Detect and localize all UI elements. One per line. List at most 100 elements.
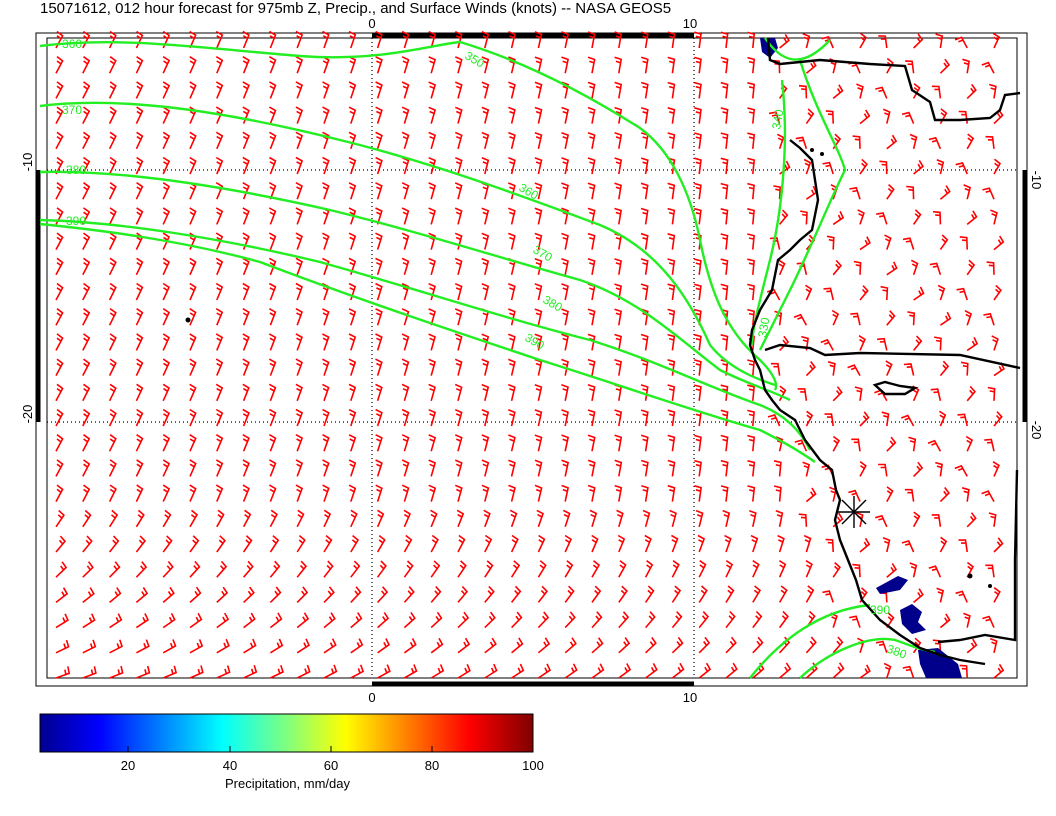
wind-barb	[109, 561, 121, 578]
wind-barb	[561, 308, 569, 326]
wind-barb	[55, 257, 64, 276]
wind-barb	[189, 535, 200, 553]
wind-barb	[508, 308, 516, 326]
wind-barb	[215, 182, 224, 200]
contour-label: 350	[463, 48, 488, 70]
wind-barb	[878, 463, 888, 477]
wind-barb	[269, 484, 277, 502]
wind-barb	[747, 56, 756, 74]
wind-barb	[564, 585, 575, 603]
wind-barb	[295, 30, 304, 49]
wind-barb	[587, 56, 596, 74]
wind-barb	[640, 283, 649, 301]
wind-barb	[82, 207, 91, 225]
wind-barb	[403, 638, 417, 654]
wind-barb	[591, 534, 599, 553]
wind-barb	[484, 663, 498, 679]
wind-barb	[992, 461, 1000, 477]
wind-barb	[322, 182, 330, 200]
wind-barb	[375, 358, 383, 376]
wind-barb	[55, 613, 69, 629]
wind-barb	[964, 309, 973, 326]
wind-barb	[481, 358, 490, 376]
wind-barb	[587, 81, 596, 99]
wind-barb	[778, 610, 789, 629]
wind-barb	[884, 234, 892, 250]
wind-barb	[963, 184, 972, 200]
wind-barb	[798, 513, 808, 527]
wind-barb	[982, 187, 995, 200]
wind-barb	[912, 511, 921, 528]
wind-barb	[348, 408, 357, 427]
wind-barb	[108, 308, 117, 326]
wind-barb	[454, 232, 463, 250]
wind-barb	[215, 282, 224, 301]
wind-barb	[534, 232, 543, 250]
wind-barb	[912, 209, 922, 225]
wind-barb	[162, 612, 176, 629]
wind-barb	[901, 540, 915, 553]
wind-barb	[752, 560, 760, 578]
wind-barb	[322, 383, 330, 402]
wind-barb	[375, 156, 383, 175]
wind-barb	[671, 611, 683, 629]
wind-barb	[587, 258, 596, 275]
wind-barb	[269, 509, 278, 528]
coastlines-borders	[748, 37, 1021, 666]
wind-barb	[667, 258, 676, 275]
wind-barb	[454, 434, 463, 452]
wind-barb	[640, 81, 649, 99]
wind-barb	[484, 637, 497, 654]
wind-barb	[484, 611, 496, 629]
wind-barb	[55, 106, 64, 124]
wind-barb	[82, 639, 97, 654]
wind-barb	[454, 383, 463, 402]
wind-barb	[939, 108, 948, 124]
wind-barb	[269, 638, 284, 654]
wind-barb	[747, 82, 756, 99]
wind-barb	[614, 182, 623, 200]
wind-barb	[561, 131, 570, 149]
wind-barb	[508, 207, 516, 225]
wind-barb	[242, 408, 250, 427]
wind-barb	[108, 408, 117, 427]
wind-barb	[644, 585, 655, 603]
wind-barb	[880, 285, 889, 301]
wind-barb	[981, 490, 995, 502]
wind-barb	[832, 84, 844, 100]
wind-barb	[322, 30, 330, 49]
wind-barb	[189, 408, 197, 427]
wind-barb	[55, 308, 64, 326]
wind-barb	[939, 613, 951, 629]
wind-barb	[667, 182, 676, 200]
wind-barb	[242, 434, 250, 452]
wind-barb	[564, 534, 573, 553]
contour-330	[758, 59, 847, 351]
wind-barb	[82, 459, 91, 477]
wind-barb	[698, 611, 710, 629]
wind-barb	[534, 31, 543, 49]
wind-barb	[375, 308, 383, 326]
wind-barb	[348, 106, 357, 124]
wind-barb	[667, 233, 676, 250]
wind-barb	[561, 31, 570, 49]
map-inner-frame	[46, 37, 1018, 679]
wind-barb	[269, 434, 277, 452]
wind-barb	[401, 434, 410, 452]
wind-barb	[773, 485, 782, 502]
wind-barb	[698, 662, 712, 679]
lon-tick-label-bottom: 0	[368, 690, 375, 705]
wind-barb	[725, 610, 736, 629]
wind-barb	[667, 308, 676, 326]
wind-barb	[430, 585, 442, 603]
wind-barb	[55, 232, 64, 250]
wind-barb	[135, 30, 144, 49]
wind-barb	[135, 561, 148, 578]
wind-barb	[55, 434, 64, 452]
wind-barb	[720, 107, 729, 124]
wind-barb	[801, 335, 809, 351]
wind-barb	[428, 459, 437, 477]
wind-barb	[189, 509, 199, 528]
wind-barb	[561, 106, 570, 124]
wind-barb	[935, 33, 944, 49]
